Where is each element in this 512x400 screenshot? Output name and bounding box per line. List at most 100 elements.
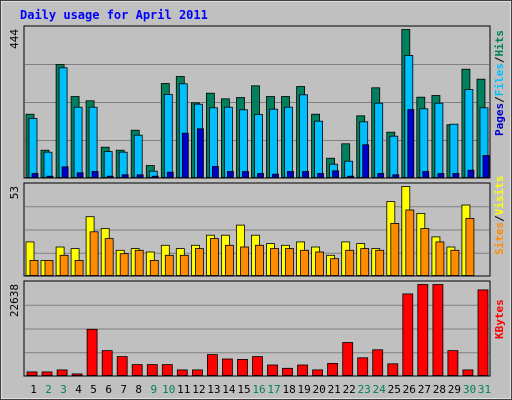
bar-files [118,151,128,178]
bar-sites [179,254,189,276]
bar-sites [104,238,114,276]
legend-item-visits: Visits [493,176,506,216]
bar-sites [420,228,430,276]
x-tick-label: 27 [418,383,431,396]
bar-files [434,102,444,178]
bar-pages [332,170,340,178]
x-tick-label: 24 [373,383,387,396]
bar-pages [392,174,400,178]
max-value-label-hits: 444 [8,29,21,49]
bar-pages [272,173,279,178]
bar-files [28,118,38,178]
bar-pages [91,171,99,178]
legend-item-hits: Hits [493,30,506,57]
x-tick-label: 13 [207,383,220,396]
bar-sites [44,259,54,276]
x-tick-label: 5 [90,383,97,396]
x-tick-label: 6 [105,383,112,396]
bar-pages [106,175,114,178]
bar-files [389,135,399,178]
legend-visits: Sites/Visits [493,176,506,256]
bar-sites [285,248,294,276]
bar-files [88,106,98,178]
bar-pages [121,174,129,178]
bar-kbytes [447,350,459,376]
bar-sites [405,209,415,276]
bar-kbytes [477,289,489,376]
legend-kbytes: KBytes [493,299,506,339]
bar-pages [362,144,370,178]
bar-kbytes [116,356,128,376]
bar-files [299,94,309,178]
bar-sites [315,251,325,276]
bar-kbytes [26,371,38,376]
x-tick-label: 7 [120,383,127,396]
bar-sites [59,254,69,276]
panel-kbytes: 22638 KBytes [8,280,506,377]
max-value-label-kbytes: 22638 [8,284,21,317]
x-tick-label: 18 [282,383,295,396]
x-tick-label: 2 [45,383,52,396]
bar-sites [74,259,84,276]
bar-pages [317,173,325,178]
bar-kbytes [221,358,233,376]
x-tick-label: 22 [343,383,356,396]
bar-sites [119,253,129,276]
bar-pages [437,173,445,178]
bar-sites [149,259,159,276]
bar-kbytes [176,369,188,376]
max-value-label-visits: 53 [8,186,21,199]
bar-pages [287,171,294,178]
bar-files [269,108,278,178]
legend-item-sites: Sites [493,222,506,255]
bar-pages [61,166,69,178]
chart-title: Daily usage for April 2011 [20,8,208,22]
bar-files [43,151,53,178]
legend-item-files: Files [493,63,506,96]
bar-pages [226,171,234,178]
x-tick-label: 15 [237,383,250,396]
bar-pages [377,173,385,178]
bar-pages [347,175,355,178]
x-tick-label: 12 [192,383,205,396]
bar-files [254,114,263,178]
bar-sites [450,249,460,276]
bar-pages [46,175,54,178]
bar-kbytes [146,364,158,376]
bar-kbytes [417,284,429,376]
bars-kbytes [26,284,489,376]
bar-kbytes [101,350,113,376]
legend-separator: / [493,215,506,222]
x-tick-label: 25 [388,383,401,396]
x-tick-label: 8 [135,383,142,396]
bar-files [58,67,68,178]
x-tick-label: 3 [60,383,67,396]
bar-pages [151,175,159,178]
x-tick-label: 17 [267,383,280,396]
bar-kbytes [282,367,293,376]
bar-kbytes [462,369,474,376]
bar-pages [302,171,310,178]
bar-sites [224,244,234,276]
bar-kbytes [432,284,444,376]
bar-kbytes [312,369,324,376]
bar-kbytes [297,364,309,376]
x-tick-label: 1 [30,383,37,396]
x-tick-label: 23 [358,383,371,396]
bar-pages [196,128,204,178]
bar-files [449,123,459,178]
bar-kbytes [372,349,384,376]
bar-kbytes [206,354,218,376]
bar-pages [257,173,264,178]
bar-kbytes [267,364,278,376]
x-tick-label: 11 [177,383,190,396]
x-tick-label: 20 [312,383,325,396]
x-tick-label: 21 [328,383,341,396]
panel-visits: 53 Sites/Visits [8,176,506,277]
x-tick-label: 9 [150,383,157,396]
bar-files [223,106,233,178]
x-tick-label: 16 [252,383,265,396]
bar-pages [452,173,460,178]
